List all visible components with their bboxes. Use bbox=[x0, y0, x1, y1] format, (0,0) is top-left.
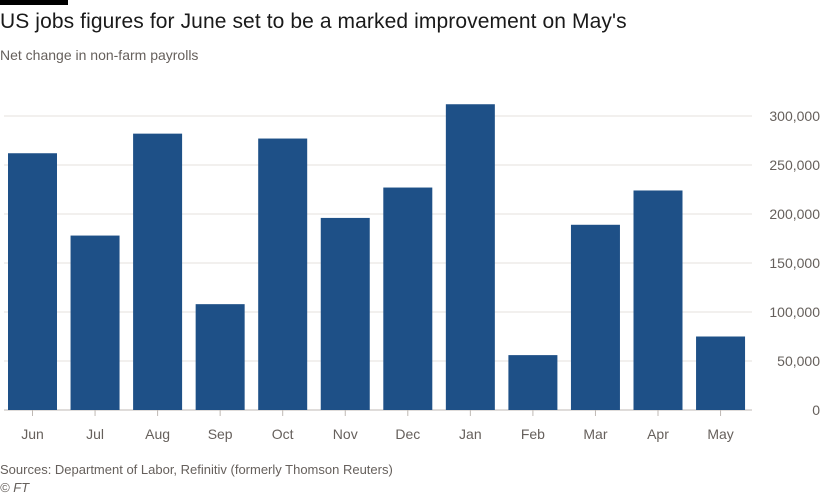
gridlines bbox=[4, 115, 752, 411]
y-tick-label: 250,000 bbox=[769, 157, 820, 173]
chart-subtitle: Net change in non-farm payrolls bbox=[0, 47, 199, 63]
y-tick-label: 0 bbox=[812, 402, 820, 418]
x-tick-label: Feb bbox=[521, 426, 545, 442]
x-tick-label: Jan bbox=[459, 426, 482, 442]
x-tick-label: Jul bbox=[86, 426, 104, 442]
bar-jun bbox=[8, 153, 57, 411]
y-tick-label: 200,000 bbox=[769, 206, 820, 222]
bar-dec bbox=[383, 187, 433, 410]
bar-apr bbox=[633, 190, 683, 410]
x-axis-ticks: Jun Jul Aug Sep Oct Nov Dec Jan Feb Mar Apr May bbox=[21, 410, 734, 442]
bar-feb bbox=[508, 355, 558, 410]
x-tick-label: May bbox=[707, 426, 733, 442]
bar-jul bbox=[70, 235, 120, 410]
bars bbox=[8, 104, 746, 411]
bar-nov bbox=[320, 217, 370, 410]
y-tick-label: 300,000 bbox=[769, 108, 820, 124]
bar-oct bbox=[258, 138, 308, 411]
bar-mar bbox=[570, 224, 620, 410]
bar-chart: 0 50,000 100,000 150,000 200,000 250,000 300,0… bbox=[4, 104, 820, 442]
bar-sep bbox=[195, 304, 245, 410]
x-tick-label: Jun bbox=[21, 426, 44, 442]
x-tick-label: Nov bbox=[333, 426, 358, 442]
bar-may bbox=[696, 336, 746, 410]
ft-credit: © FT bbox=[0, 480, 30, 495]
x-tick-label: Sep bbox=[208, 426, 233, 442]
y-tick-label: 100,000 bbox=[769, 304, 820, 320]
chart-title: US jobs figures for June set to be a mar… bbox=[0, 10, 627, 33]
bar-jan bbox=[445, 104, 495, 411]
y-tick-label: 50,000 bbox=[777, 353, 820, 369]
sources-note: Sources: Department of Labor, Refinitiv … bbox=[0, 462, 393, 477]
x-tick-label: Apr bbox=[647, 426, 669, 442]
x-tick-label: Mar bbox=[583, 426, 607, 442]
x-tick-label: Oct bbox=[272, 426, 294, 442]
x-tick-label: Aug bbox=[145, 426, 170, 442]
y-tick-label: 150,000 bbox=[769, 255, 820, 271]
bar-aug bbox=[133, 133, 183, 410]
x-tick-label: Dec bbox=[395, 426, 420, 442]
y-axis-ticks: 0 50,000 100,000 150,000 200,000 250,000 300,0… bbox=[769, 108, 820, 418]
brand-bar bbox=[0, 0, 68, 5]
